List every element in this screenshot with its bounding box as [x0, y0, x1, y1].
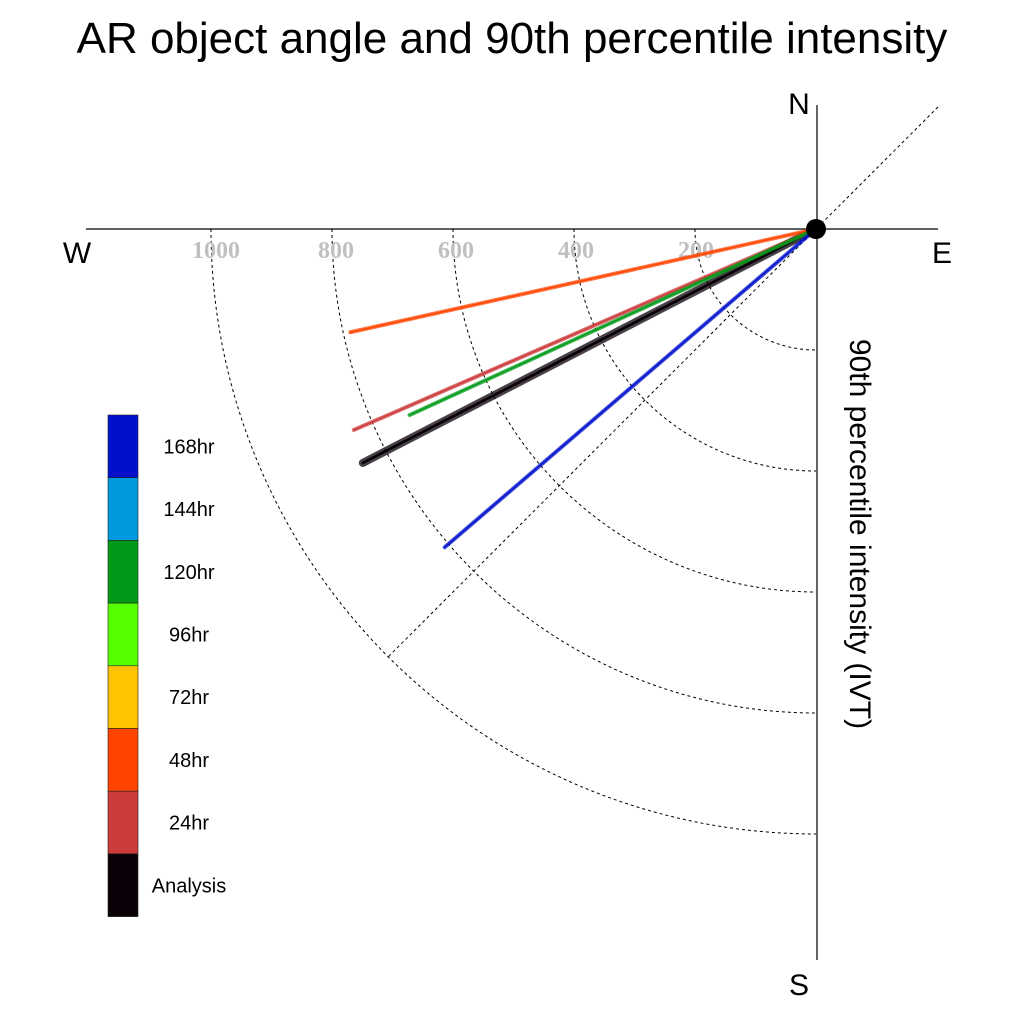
grid-arc: [573, 228, 817, 472]
legend-label-96hr: 96hr: [169, 624, 209, 646]
legend: 168hr 144hr 120hr 96hr 72hr 48hr 24hr Analysis: [107, 414, 226, 917]
radial-tick-label: 400: [558, 238, 594, 264]
grid-layer: [210, 106, 939, 835]
grid-arc: [210, 228, 817, 835]
radial-tick-label: 800: [318, 238, 354, 264]
origin-dot: [806, 219, 826, 239]
legend-label-120hr: 120hr: [163, 562, 214, 584]
series-layer: [348, 225, 820, 550]
legend-swatch-48hr: [107, 728, 139, 792]
legend-label-24hr: 24hr: [169, 813, 209, 835]
direction-north: N: [788, 88, 810, 121]
direction-labels: N S E W: [63, 88, 952, 1002]
legend-swatch-72hr: [107, 665, 139, 729]
legend-swatch-144hr: [107, 477, 139, 541]
legend-swatch-120hr: [107, 540, 139, 604]
series-line-core-48hr: [349, 228, 817, 333]
radial-tick-label: 600: [438, 238, 474, 264]
legend-swatch-168hr: [107, 414, 139, 479]
y-axis-label: 90th percentile intensity (IVT): [843, 339, 876, 729]
legend-label-48hr: 48hr: [169, 750, 209, 772]
series-line-core-168hr: [444, 228, 817, 548]
legend-label-144hr: 144hr: [163, 499, 214, 521]
series-line-core-analysis: [361, 227, 818, 465]
legend-label-analysis: Analysis: [152, 875, 226, 897]
radial-tick-label: 1000: [192, 238, 240, 264]
legend-swatch-24hr: [107, 790, 139, 855]
legend-label-72hr: 72hr: [169, 687, 209, 709]
legend-label-168hr: 168hr: [163, 436, 214, 458]
chart-title: AR object angle and 90th percentile inte…: [76, 14, 948, 63]
direction-east: E: [932, 237, 952, 270]
direction-south: S: [789, 969, 809, 1002]
direction-west: W: [63, 237, 92, 270]
legend-swatch-96hr: [107, 602, 139, 667]
legend-swatch-analysis: [107, 853, 139, 917]
series-line-core-120hr: [408, 228, 817, 416]
axes-layer: [86, 105, 938, 960]
